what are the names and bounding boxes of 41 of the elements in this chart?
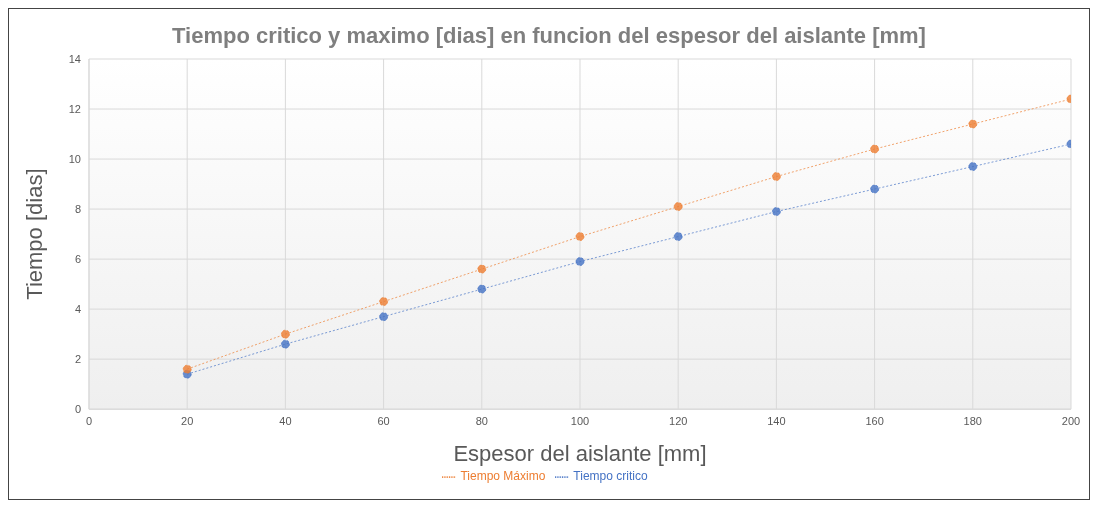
y-tick-label: 12 [68, 102, 81, 115]
y-tick-label: 4 [74, 303, 81, 316]
point [870, 144, 880, 154]
point [575, 232, 585, 242]
legend-label: Tiempo Máximo [460, 469, 546, 484]
y-tick-label: 6 [74, 253, 81, 265]
point [673, 232, 683, 242]
x-axis-title: Espesor del aislante [mm] [453, 441, 707, 467]
chart-title: Tiempo critico y maximo [dias] en funcion del espesor del aislante [mm] [171, 22, 927, 49]
y-tick-label: 0 [74, 403, 81, 416]
point [477, 284, 487, 294]
point [771, 207, 781, 217]
x-tick-label: 0 [85, 414, 93, 427]
point [379, 312, 389, 322]
point [379, 297, 389, 307]
point [968, 162, 978, 172]
x-tick-label: 140 [767, 414, 786, 427]
point [182, 364, 192, 374]
point [870, 184, 880, 194]
point [477, 264, 487, 274]
legend-label: Tiempo critico [573, 469, 648, 484]
point [968, 119, 978, 129]
y-axis-title: Tiempo [dias] [21, 168, 47, 300]
x-tick-label: 160 [865, 414, 884, 427]
point [771, 172, 781, 182]
y-tick-label: 10 [68, 152, 81, 165]
y-tick-label: 2 [74, 353, 81, 366]
point [673, 202, 683, 212]
y-tick-label: 8 [74, 202, 81, 215]
x-tick-label: 80 [475, 414, 488, 427]
x-tick-label: 180 [963, 414, 982, 427]
x-tick-label: 40 [279, 414, 292, 427]
point [280, 339, 290, 349]
x-tick-label: 120 [669, 414, 688, 427]
x-tick-label: 100 [570, 414, 590, 427]
y-tick-label: 14 [68, 52, 81, 65]
x-tick-label: 60 [377, 414, 390, 427]
x-tick-label: 200 [1061, 414, 1081, 427]
x-tick-label: 20 [181, 414, 194, 427]
point [280, 329, 290, 339]
point [575, 257, 585, 267]
